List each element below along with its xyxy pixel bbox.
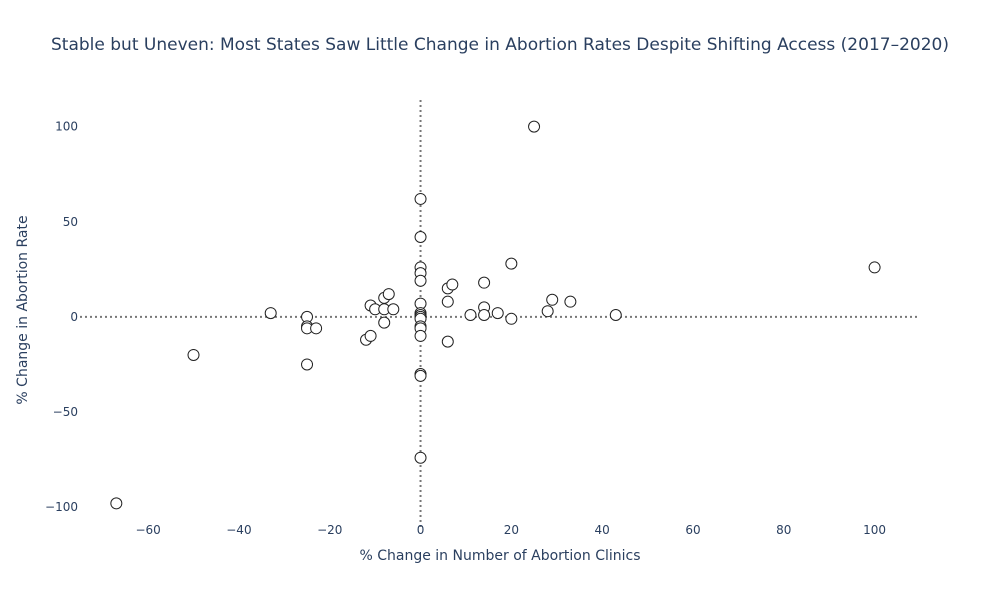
x-tick-label: 60 (685, 523, 700, 537)
x-tick-label: 40 (595, 523, 610, 537)
data-point (541, 305, 554, 318)
data-point (387, 303, 400, 316)
y-tick-label: 0 (70, 310, 78, 324)
data-point (609, 309, 622, 321)
data-point (414, 192, 427, 205)
x-tick-label: 20 (504, 523, 519, 537)
data-point (414, 451, 427, 464)
data-point (528, 120, 541, 133)
data-point (414, 274, 427, 287)
x-tick-label: −20 (317, 523, 342, 537)
data-point (378, 316, 391, 329)
data-point (546, 293, 559, 306)
data-point (868, 261, 881, 274)
data-point (414, 369, 427, 382)
data-point (414, 230, 427, 243)
data-point (264, 307, 277, 320)
y-tick-label: −100 (45, 500, 78, 514)
data-point (414, 329, 427, 342)
x-tick-label: 80 (776, 523, 791, 537)
x-axis-title: % Change in Number of Abortion Clinics (359, 548, 640, 564)
data-point (564, 295, 577, 308)
x-tick-label: 0 (417, 523, 425, 537)
data-point (478, 309, 491, 321)
data-point (491, 307, 504, 320)
data-point (505, 312, 518, 325)
data-point (441, 295, 454, 308)
y-tick-label: 100 (55, 120, 78, 134)
data-point (364, 329, 377, 342)
data-point (446, 278, 459, 291)
data-point (382, 288, 395, 301)
y-axis-ticks: −100 −50 0 50 100 (45, 120, 78, 515)
data-point (464, 309, 477, 321)
x-tick-label: 100 (863, 523, 886, 537)
y-tick-label: 50 (63, 215, 78, 229)
x-axis-ticks: −60 −40 −20 0 20 40 60 80 100 (135, 523, 886, 537)
y-axis-title: % Change in Abortion Rate (15, 215, 31, 404)
x-tick-label: −40 (226, 523, 251, 537)
data-point (110, 497, 123, 510)
x-tick-label: −60 (135, 523, 160, 537)
data-point (310, 322, 323, 335)
y-tick-label: −50 (53, 405, 78, 419)
data-point (301, 358, 314, 371)
data-point (187, 348, 200, 361)
data-point (441, 335, 454, 348)
data-points (110, 120, 881, 510)
chart-title: Stable but Uneven: Most States Saw Littl… (51, 35, 949, 55)
data-point (505, 257, 518, 270)
data-point (478, 276, 491, 289)
